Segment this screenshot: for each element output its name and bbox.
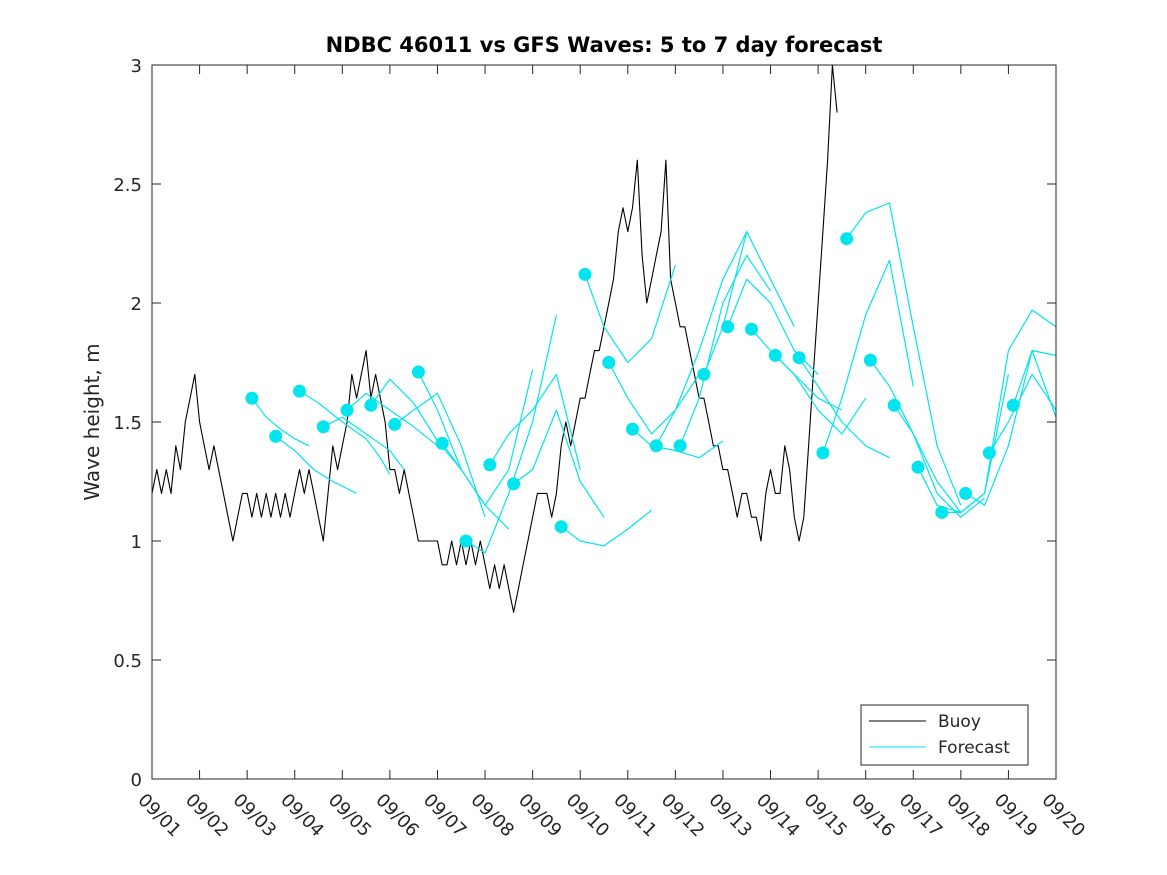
legend-forecast-label: Forecast bbox=[938, 738, 1010, 758]
forecast-series-line-30 bbox=[965, 350, 1057, 506]
forecast-series-line-11 bbox=[489, 373, 581, 470]
forecast-start-point-10 bbox=[459, 534, 473, 548]
forecast-start-point-6 bbox=[364, 398, 378, 412]
y-tick-label: 2 bbox=[131, 294, 142, 315]
forecast-series-line-31 bbox=[988, 373, 1057, 454]
forecast-series-line-23 bbox=[798, 357, 890, 459]
y-tick-label: 0 bbox=[131, 770, 142, 791]
forecast-start-point-14 bbox=[578, 267, 592, 281]
forecast-start-point-21 bbox=[745, 322, 758, 336]
forecast-start-point-1 bbox=[245, 391, 259, 405]
forecast-series-line-15 bbox=[608, 362, 700, 435]
forecast-series-line-4 bbox=[323, 416, 405, 470]
forecast-series-line-2 bbox=[275, 435, 357, 494]
forecast-start-point-2 bbox=[269, 429, 283, 443]
forecast-series-line-14 bbox=[584, 264, 676, 364]
forecast-start-point-15 bbox=[602, 356, 616, 369]
forecast-series-line-10 bbox=[465, 314, 557, 554]
plot-area bbox=[152, 65, 1056, 779]
forecast-start-point-31 bbox=[982, 446, 996, 460]
forecast-start-point-11 bbox=[483, 458, 497, 472]
forecast-start-point-20 bbox=[721, 320, 735, 334]
forecast-series-line-29 bbox=[941, 309, 1057, 514]
forecast-series-line-6 bbox=[370, 378, 462, 470]
chart-title: NDBC 46011 vs GFS Waves: 5 to 7 day fore… bbox=[326, 33, 883, 57]
buoy-series-line bbox=[151, 64, 838, 613]
forecast-start-point-4 bbox=[316, 420, 330, 434]
y-tick-label: 2.5 bbox=[113, 175, 142, 196]
forecast-series-line-12 bbox=[513, 409, 605, 518]
forecast-series-line-16 bbox=[632, 428, 724, 459]
forecast-series-line-18 bbox=[679, 254, 771, 447]
forecast-series-line-17 bbox=[655, 231, 748, 447]
forecast-series-line-1 bbox=[251, 397, 310, 447]
forecast-start-point-13 bbox=[554, 520, 568, 534]
forecast-start-point-22 bbox=[768, 348, 782, 362]
forecast-start-point-5 bbox=[340, 403, 354, 417]
forecast-start-point-12 bbox=[507, 477, 521, 491]
forecast-series-line-7 bbox=[394, 392, 486, 518]
forecast-start-point-18 bbox=[673, 439, 687, 453]
forecast-start-point-32 bbox=[1006, 398, 1020, 412]
forecast-series-line-25 bbox=[846, 202, 962, 506]
legend-box bbox=[860, 704, 1029, 766]
forecast-series-line-19 bbox=[703, 231, 795, 375]
forecast-start-point-16 bbox=[626, 422, 639, 436]
forecast-series-line-27 bbox=[893, 404, 985, 518]
forecast-start-point-29 bbox=[935, 505, 949, 519]
forecast-start-point-24 bbox=[816, 446, 830, 460]
forecast-start-point-28 bbox=[911, 460, 925, 474]
y-tick-label: 0.5 bbox=[113, 651, 142, 672]
y-tick-label: 3 bbox=[131, 56, 142, 77]
forecast-series-line-32 bbox=[1012, 350, 1057, 418]
y-axis-label: Wave height, m bbox=[80, 343, 104, 500]
forecast-start-point-25 bbox=[840, 232, 854, 246]
forecast-start-point-9 bbox=[435, 436, 449, 450]
forecast-start-point-26 bbox=[863, 353, 877, 367]
forecast-start-point-30 bbox=[959, 486, 973, 500]
y-tick-label: 1 bbox=[131, 532, 142, 553]
forecast-series-line-24 bbox=[822, 259, 914, 454]
forecast-start-point-23 bbox=[792, 351, 806, 365]
forecast-series-line-22 bbox=[774, 354, 867, 435]
forecast-start-point-19 bbox=[697, 367, 711, 381]
forecast-start-point-27 bbox=[887, 398, 901, 412]
forecast-series-line-3 bbox=[299, 390, 391, 475]
forecast-series-line-5 bbox=[346, 392, 438, 447]
forecast-start-point-8 bbox=[411, 365, 425, 379]
series-layer bbox=[151, 64, 1057, 613]
forecast-start-point-3 bbox=[293, 384, 306, 398]
forecast-start-point-17 bbox=[649, 439, 663, 453]
forecast-start-point-7 bbox=[388, 417, 402, 431]
legend: Buoy Forecast bbox=[860, 704, 1029, 766]
forecast-series-line-13 bbox=[560, 509, 652, 547]
y-tick-label: 1.5 bbox=[113, 413, 142, 434]
forecast-series-line-9 bbox=[441, 369, 534, 506]
legend-buoy-label: Buoy bbox=[938, 712, 981, 732]
